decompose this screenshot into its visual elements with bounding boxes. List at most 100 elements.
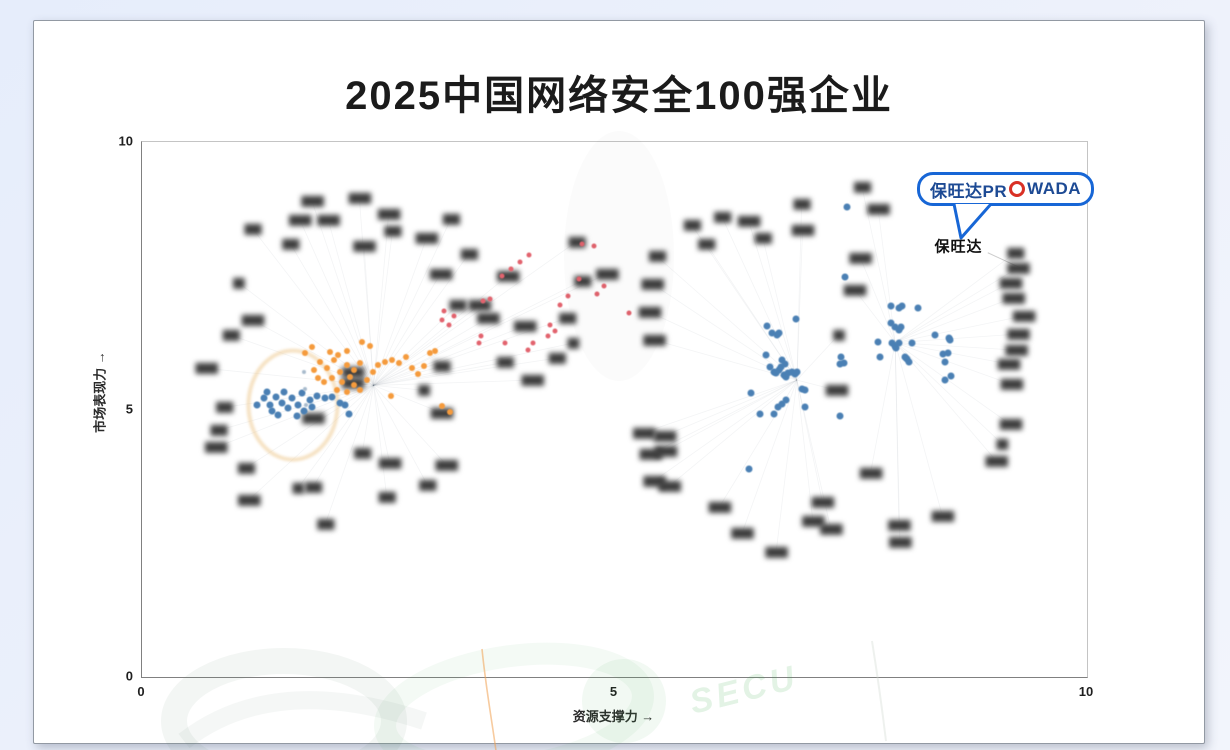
data-point-red [478, 333, 484, 339]
data-point-orange [309, 343, 316, 350]
data-point-blue [263, 388, 271, 396]
data-point-blue [914, 304, 922, 312]
company-label-blurred: ████ [496, 270, 519, 281]
data-point-red [502, 340, 508, 346]
company-label-blurred: ███ [449, 300, 467, 311]
y-tick-label: 10 [118, 133, 133, 149]
data-point-blue [931, 331, 939, 339]
data-point-red [499, 273, 505, 279]
company-label-blurred: ████ [811, 497, 834, 508]
data-point-blue [946, 336, 954, 344]
data-point-orange [310, 367, 317, 374]
data-point-orange [402, 354, 409, 361]
data-point-orange [344, 348, 351, 355]
company-label-blurred: ████ [889, 537, 911, 548]
company-label-blurred: ████ [353, 240, 375, 251]
company-label-blurred: ██ [996, 438, 1009, 449]
data-point-blue [781, 360, 789, 368]
data-point-orange [369, 369, 376, 376]
chart-card: 2025中国网络安全100强企业 ████ ████ ███ ████ ████ ████… [33, 20, 1205, 750]
company-label-blurred: ████ [195, 363, 218, 374]
company-label-blurred: ███ [574, 275, 591, 286]
data-point-blue [288, 394, 296, 402]
x-tick-label: 5 [609, 684, 618, 699]
data-point-blue [272, 393, 280, 401]
data-point-blue [944, 349, 952, 357]
data-point-blue [768, 329, 776, 337]
company-label-blurred: ██ [232, 277, 245, 288]
company-label-blurred: ████ [241, 315, 264, 326]
data-point-blue [837, 353, 845, 361]
company-label-blurred: ████ [378, 458, 401, 468]
data-point-blue [321, 394, 329, 402]
company-label-blurred: ████ [1012, 310, 1035, 321]
company-label-blurred: ████ [348, 193, 371, 204]
data-point-orange [333, 387, 340, 394]
company-label-blurred: ███ [568, 236, 586, 247]
company-label-blurred: ███ [559, 313, 576, 323]
data-point-orange [330, 357, 337, 364]
company-label-blurred: ████ [653, 430, 676, 441]
data-point-red [565, 293, 571, 299]
data-point-orange [363, 377, 370, 384]
company-label-blurred: ████ [1007, 329, 1029, 340]
data-point-orange [409, 365, 416, 372]
data-point-red [451, 313, 457, 319]
data-point-blue [905, 358, 913, 366]
data-point-blue [892, 344, 900, 352]
company-label-blurred: ██ [418, 385, 430, 396]
company-label-blurred: ████ [377, 208, 400, 219]
company-label-blurred: ████ [825, 385, 848, 396]
company-label-blurred: ████ [931, 510, 954, 521]
data-point-blue [782, 373, 790, 381]
data-point-blue [801, 403, 809, 411]
data-point-blue [313, 392, 321, 400]
data-point-blue [841, 273, 849, 281]
company-label-blurred: ████ [301, 196, 323, 207]
data-point-blue [778, 400, 786, 408]
data-point-blue [887, 319, 895, 327]
data-point-red [557, 302, 563, 308]
data-point-blue [253, 401, 261, 409]
data-point-red [476, 340, 482, 346]
data-point-blue [280, 388, 288, 396]
data-point-blue [274, 411, 282, 419]
data-point-blue [895, 339, 903, 347]
company-label-blurred: ████ [633, 427, 655, 438]
data-point-orange [328, 375, 335, 382]
data-point-orange [389, 357, 396, 364]
company-label-blurred: ████ [643, 475, 665, 486]
company-label-blurred: ████ [513, 321, 536, 332]
company-label-blurred: ███ [548, 353, 566, 364]
data-point-blue [792, 315, 800, 323]
company-label-blurred: ████ [1002, 292, 1025, 303]
data-point-orange [301, 350, 308, 357]
data-point-orange [350, 367, 357, 374]
data-point-blue [278, 399, 286, 407]
company-label-blurred: ████ [596, 268, 618, 279]
data-point-red [552, 328, 558, 334]
company-label-blurred: ███ [304, 482, 322, 493]
data-point-orange [357, 387, 364, 394]
company-label-blurred: ██ [292, 483, 305, 494]
company-label-blurred: ████ [791, 224, 814, 235]
data-point-orange [334, 351, 341, 358]
data-point-blue [762, 351, 770, 359]
company-label-blurred: ████ [731, 528, 753, 539]
data-point-blue [941, 376, 949, 384]
company-label-blurred: ████ [204, 442, 227, 453]
leader-lines [206, 187, 1024, 553]
company-label-blurred: ███ [433, 361, 450, 372]
data-point-blue [801, 386, 809, 394]
company-label-blurred: ███ [216, 402, 233, 413]
company-label-blurred: ███ [683, 220, 701, 231]
company-label-blurred: ████ [415, 233, 438, 244]
prowada-callout-bubble: 保旺达PR WADA [917, 172, 1095, 206]
data-point-blue [763, 322, 771, 330]
data-point-blue [897, 323, 905, 331]
company-label-blurred: ████ [435, 459, 458, 470]
x-tick-label: 0 [137, 684, 145, 699]
data-point-gray [301, 370, 306, 375]
company-label-blurred: ████ [1005, 345, 1027, 356]
company-label-blurred: ███ [282, 238, 299, 249]
